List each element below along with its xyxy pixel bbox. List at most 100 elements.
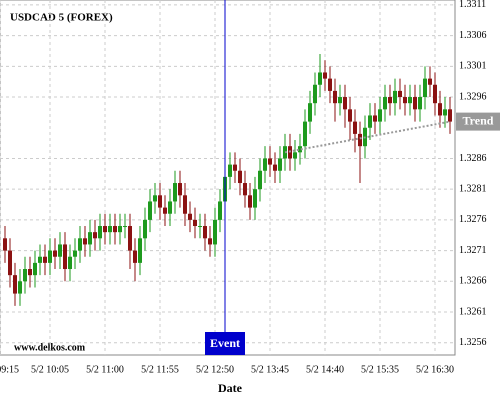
- candle-body: [353, 121, 357, 134]
- candle-body: [28, 269, 32, 276]
- x-tick-label: 5/2 10:05: [31, 364, 69, 375]
- candle-body: [328, 78, 332, 91]
- candle-body: [428, 78, 432, 85]
- candle-body: [58, 244, 62, 257]
- candle-body: [148, 201, 152, 220]
- candle-body: [138, 238, 142, 263]
- x-tick-label: 5/2 16:30: [416, 364, 454, 375]
- candle-body: [228, 164, 232, 177]
- chart-title: USDCAD 5 (FOREX): [10, 12, 113, 24]
- candle-body: [143, 219, 147, 239]
- candle-body: [398, 90, 402, 98]
- candle-body: [298, 146, 302, 153]
- candle-body: [43, 256, 47, 263]
- candle-body: [323, 72, 327, 79]
- candle-body: [118, 226, 122, 233]
- candle-body: [158, 195, 162, 208]
- x-tick-label: 5/2 09:15: [0, 364, 19, 375]
- candle-body: [263, 158, 267, 171]
- candle-body: [448, 109, 452, 122]
- candle-body: [433, 84, 437, 104]
- candle-body: [443, 109, 447, 116]
- candle-body: [403, 97, 407, 104]
- candle-body: [198, 226, 202, 228]
- candle-body: [203, 226, 207, 239]
- x-tick-label: 5/2 11:55: [141, 364, 179, 375]
- candle-body: [73, 250, 77, 257]
- x-tick-label: 5/2 12:50: [196, 364, 234, 375]
- trend-label: Trend: [463, 113, 494, 127]
- candle-body: [23, 269, 27, 282]
- candle-body: [68, 256, 72, 270]
- y-tick-label: 1.3266: [459, 276, 487, 287]
- candle-body: [268, 158, 272, 165]
- x-axis-label: Date: [218, 381, 243, 395]
- candle-body: [178, 183, 182, 196]
- candle-body: [98, 226, 102, 239]
- event-label-box: [205, 332, 245, 355]
- candle-body: [278, 158, 282, 171]
- y-tick-label: 1.3311: [459, 0, 486, 10]
- candle-body: [238, 170, 242, 184]
- y-tick-label: 1.3271: [459, 245, 487, 256]
- candle-body: [153, 195, 157, 202]
- candle-body: [343, 97, 347, 110]
- candle-body: [38, 256, 42, 263]
- candle-body: [48, 250, 52, 263]
- candle-body: [183, 195, 187, 214]
- candle-body: [253, 189, 257, 208]
- candle-body: [338, 97, 342, 104]
- y-tick-label: 1.3256: [459, 337, 487, 348]
- candle-body: [418, 97, 422, 110]
- candle-body: [208, 238, 212, 245]
- candle-body: [193, 219, 197, 227]
- candle-body: [108, 226, 112, 233]
- candle-body: [243, 183, 247, 196]
- candle-body: [13, 275, 17, 294]
- candle-body: [8, 250, 12, 276]
- candle-body: [78, 238, 82, 251]
- candle-body: [53, 250, 57, 257]
- candle-body: [233, 164, 237, 171]
- candle-body: [113, 226, 117, 233]
- candle-body: [188, 213, 192, 220]
- candle-body: [213, 219, 217, 245]
- candle-body: [123, 226, 127, 228]
- candle-body: [133, 250, 137, 263]
- candle-body: [358, 133, 362, 147]
- candle-body: [33, 262, 37, 276]
- y-tick-label: 1.3261: [459, 306, 487, 317]
- candle-body: [163, 207, 167, 214]
- candle-body: [3, 238, 7, 251]
- candle-body: [313, 84, 317, 104]
- candle-body: [83, 238, 87, 245]
- candle-body: [348, 109, 352, 122]
- candle-body: [103, 226, 107, 233]
- candle-body: [248, 195, 252, 208]
- candle-body: [63, 244, 67, 270]
- candle-body: [88, 232, 92, 245]
- candle-body: [368, 115, 372, 128]
- candle-body: [18, 281, 22, 294]
- plot-area: [0, 0, 456, 356]
- y-tick-label: 1.3306: [459, 30, 487, 41]
- candle-body: [218, 201, 222, 220]
- y-tick-label: 1.3286: [459, 153, 487, 164]
- candle-body: [423, 78, 427, 98]
- candle-body: [258, 170, 262, 190]
- x-tick-label: 5/2 14:40: [306, 364, 344, 375]
- candle-body: [383, 97, 387, 110]
- candle-body: [333, 90, 337, 104]
- candle-body: [438, 103, 442, 116]
- candle-body: [408, 97, 412, 104]
- candle-body: [413, 97, 417, 110]
- candle-body: [173, 183, 177, 202]
- y-tick-label: 1.3276: [459, 214, 487, 225]
- candle-body: [273, 164, 277, 171]
- candle-body: [168, 201, 172, 214]
- watermark: www.delkos.com: [14, 342, 86, 353]
- candle-body: [378, 109, 382, 122]
- candle-body: [393, 90, 397, 104]
- y-tick-label: 1.3301: [459, 61, 487, 72]
